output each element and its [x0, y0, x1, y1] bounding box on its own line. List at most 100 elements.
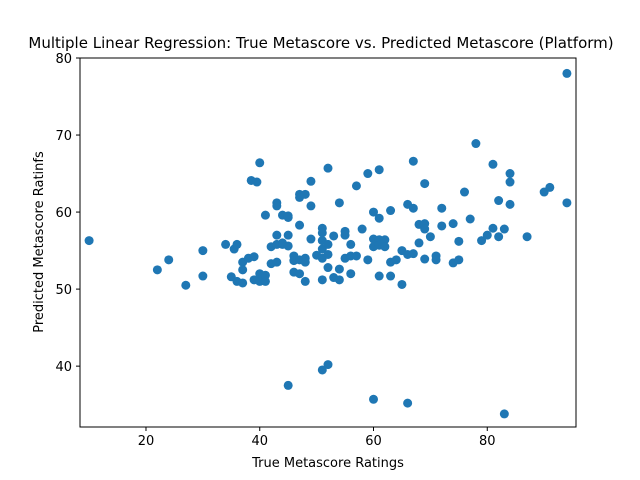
data-point: [323, 249, 333, 259]
data-point: [295, 269, 305, 279]
data-point: [437, 221, 447, 231]
data-point: [414, 238, 424, 248]
data-point: [272, 257, 282, 267]
data-point: [562, 198, 572, 208]
x-tick-label: 20: [138, 434, 155, 449]
data-point: [346, 239, 356, 249]
data-point: [329, 231, 339, 241]
data-point: [351, 251, 361, 261]
data-point: [323, 163, 333, 173]
data-point: [84, 236, 94, 246]
data-point: [260, 270, 270, 280]
y-axis-label: Predicted Metascore Ratinfs: [32, 151, 47, 333]
data-point: [260, 276, 270, 286]
y-tick-label: 80: [55, 52, 72, 67]
x-tick-label: 60: [365, 434, 382, 449]
data-point: [317, 228, 327, 238]
data-point: [295, 220, 305, 230]
y-tick-label: 40: [55, 360, 72, 375]
data-point: [420, 254, 430, 264]
data-point: [448, 219, 458, 229]
data-point: [391, 255, 401, 265]
data-point: [334, 264, 344, 274]
data-point: [505, 169, 515, 179]
data-points: [84, 68, 572, 419]
data-point: [420, 179, 430, 189]
data-point: [306, 234, 316, 244]
data-point: [374, 271, 384, 281]
data-point: [425, 232, 435, 242]
data-point: [317, 365, 327, 375]
data-point: [334, 275, 344, 285]
data-point: [346, 269, 356, 279]
data-point: [323, 360, 333, 370]
data-point: [272, 201, 282, 211]
data-point: [386, 271, 396, 281]
data-point: [488, 223, 498, 233]
x-axis-label: True Metascore Ratings: [251, 456, 404, 471]
x-tick-label: 40: [251, 434, 268, 449]
data-point: [505, 177, 515, 187]
data-point: [300, 189, 310, 199]
data-point: [283, 241, 293, 251]
data-point: [408, 249, 418, 259]
data-point: [363, 255, 373, 265]
data-point: [306, 201, 316, 211]
data-point: [397, 279, 407, 289]
data-point: [351, 181, 361, 191]
data-point: [323, 263, 333, 273]
data-point: [471, 139, 481, 149]
data-point: [494, 232, 504, 242]
data-point: [164, 255, 174, 265]
y-tick-label: 50: [55, 283, 72, 298]
data-point: [272, 230, 282, 240]
data-point: [181, 280, 191, 290]
chart-title: Multiple Linear Regression: True Metasco…: [28, 34, 613, 52]
data-point: [252, 177, 262, 187]
data-point: [238, 265, 248, 275]
x-tick-label: 80: [479, 434, 496, 449]
data-point: [357, 224, 367, 234]
data-point: [403, 398, 413, 408]
data-point: [420, 224, 430, 234]
data-point: [221, 239, 231, 249]
data-point: [306, 176, 316, 186]
data-point: [460, 187, 470, 197]
data-point: [562, 68, 572, 78]
data-point: [454, 255, 464, 265]
y-tick-label: 60: [55, 206, 72, 221]
data-point: [232, 239, 242, 249]
data-point: [300, 257, 310, 267]
y-tick-label: 70: [55, 129, 72, 144]
data-point: [317, 275, 327, 285]
data-point: [482, 230, 492, 240]
data-point: [260, 210, 270, 220]
data-point: [380, 242, 390, 252]
data-point: [363, 169, 373, 179]
data-point: [300, 276, 310, 286]
data-point: [477, 236, 487, 246]
data-point: [499, 409, 509, 419]
data-point: [340, 230, 350, 240]
data-point: [408, 156, 418, 166]
data-point: [408, 203, 418, 213]
data-point: [255, 158, 265, 168]
data-point: [198, 271, 208, 281]
data-point: [499, 224, 509, 234]
data-point: [249, 252, 259, 262]
data-point: [437, 203, 447, 213]
data-point: [494, 196, 504, 206]
data-point: [369, 394, 378, 404]
data-point: [522, 232, 532, 242]
data-point: [238, 278, 248, 288]
data-point: [454, 236, 464, 246]
y-axis-ticks: 40 50 60 70 80: [55, 52, 80, 375]
data-point: [386, 206, 396, 216]
data-point: [465, 214, 475, 224]
plot-frame: [79, 57, 577, 428]
data-point: [374, 213, 384, 223]
data-point: [283, 211, 293, 221]
data-point: [369, 207, 378, 217]
data-point: [283, 230, 293, 240]
